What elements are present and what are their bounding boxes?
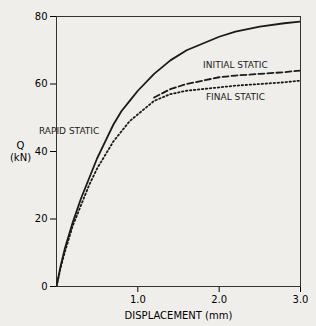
- svg-text:1.0: 1.0: [130, 294, 146, 305]
- svg-text:20: 20: [35, 213, 48, 224]
- svg-text:3.0: 3.0: [293, 294, 309, 305]
- svg-text:2.0: 2.0: [211, 294, 227, 305]
- svg-text:INITIAL STATIC: INITIAL STATIC: [203, 60, 268, 70]
- svg-text:60: 60: [35, 78, 48, 89]
- svg-text:DISPLACEMENT (mm): DISPLACEMENT (mm): [125, 310, 233, 321]
- svg-text:Q(kN): Q(kN): [10, 140, 31, 163]
- svg-text:80: 80: [35, 11, 48, 22]
- svg-text:40: 40: [35, 146, 48, 157]
- svg-text:0: 0: [41, 281, 47, 292]
- svg-text:FINAL STATIC: FINAL STATIC: [206, 92, 265, 102]
- svg-text:RAPID STATIC: RAPID STATIC: [39, 126, 99, 136]
